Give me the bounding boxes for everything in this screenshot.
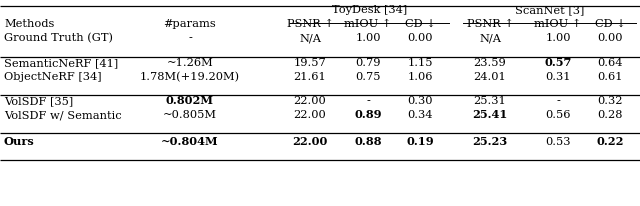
Text: 1.06: 1.06 [407,72,433,82]
Text: 25.31: 25.31 [474,96,506,106]
Text: ObjectNeRF [34]: ObjectNeRF [34] [4,72,102,82]
Text: 23.59: 23.59 [474,58,506,68]
Text: N/A: N/A [479,33,501,43]
Text: -: - [188,33,192,43]
Text: VolSDF [35]: VolSDF [35] [4,96,73,106]
Text: -: - [556,96,560,106]
Text: 21.61: 21.61 [294,72,326,82]
Text: 22.00: 22.00 [294,110,326,120]
Text: 0.64: 0.64 [597,58,623,68]
Text: 0.75: 0.75 [355,72,381,82]
Text: CD ↓: CD ↓ [595,19,625,29]
Text: PSNR ↑: PSNR ↑ [287,19,333,29]
Text: 0.30: 0.30 [407,96,433,106]
Text: 1.15: 1.15 [407,58,433,68]
Text: Ground Truth (GT): Ground Truth (GT) [4,33,113,43]
Text: 1.00: 1.00 [545,33,571,43]
Text: ~1.26M: ~1.26M [166,58,213,68]
Text: mIOU ↑: mIOU ↑ [344,19,392,29]
Text: Ours: Ours [4,136,35,147]
Text: -: - [366,96,370,106]
Text: 0.802M: 0.802M [166,95,214,106]
Text: 1.00: 1.00 [355,33,381,43]
Text: 19.57: 19.57 [294,58,326,68]
Text: 24.01: 24.01 [474,72,506,82]
Text: Methods: Methods [4,19,54,29]
Text: SemanticNeRF [41]: SemanticNeRF [41] [4,58,118,68]
Text: 0.19: 0.19 [406,136,434,147]
Text: 0.00: 0.00 [407,33,433,43]
Text: 0.28: 0.28 [597,110,623,120]
Text: 25.41: 25.41 [472,109,508,120]
Text: 1.78M(+19.20M): 1.78M(+19.20M) [140,72,240,82]
Text: 0.57: 0.57 [544,57,572,68]
Text: 0.31: 0.31 [545,72,571,82]
Text: mIOU ↑: mIOU ↑ [534,19,582,29]
Text: CD ↓: CD ↓ [404,19,435,29]
Text: ToyDesk [34]: ToyDesk [34] [332,5,407,15]
Text: 0.88: 0.88 [355,136,381,147]
Text: 22.00: 22.00 [292,136,328,147]
Text: 0.89: 0.89 [355,109,381,120]
Text: 0.61: 0.61 [597,72,623,82]
Text: 0.34: 0.34 [407,110,433,120]
Text: 0.53: 0.53 [545,137,571,147]
Text: ~0.805M: ~0.805M [163,110,217,120]
Text: 0.22: 0.22 [596,136,624,147]
Text: ScanNet [3]: ScanNet [3] [515,5,584,15]
Text: N/A: N/A [299,33,321,43]
Text: 22.00: 22.00 [294,96,326,106]
Text: 25.23: 25.23 [472,136,508,147]
Text: #params: #params [164,19,216,29]
Text: 0.56: 0.56 [545,110,571,120]
Text: 0.00: 0.00 [597,33,623,43]
Text: 0.32: 0.32 [597,96,623,106]
Text: ~0.804M: ~0.804M [161,136,219,147]
Text: PSNR ↑: PSNR ↑ [467,19,513,29]
Text: 0.79: 0.79 [355,58,381,68]
Text: VolSDF w/ Semantic: VolSDF w/ Semantic [4,110,122,120]
